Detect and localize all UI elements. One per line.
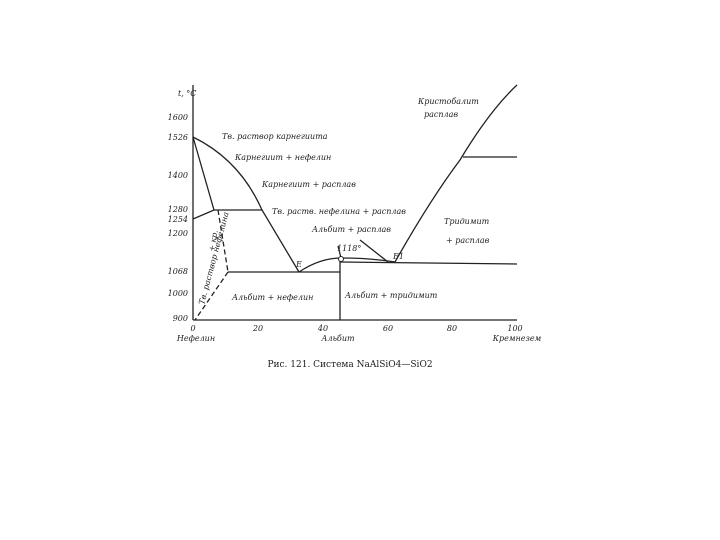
x-label: Альбит [320, 334, 355, 343]
solidus [192, 136, 215, 211]
region: + кр. [207, 229, 220, 252]
point [338, 256, 344, 262]
x-tick: 100 [507, 324, 522, 333]
y-tick: 1526 [168, 133, 188, 142]
x-tick: 0 [190, 324, 195, 333]
region-labels: Тв. раствор карнегиита Карнегиит + нефел… [197, 97, 489, 306]
region: Альбит + расплав [311, 225, 391, 234]
region: Альбит + тридимит [344, 291, 438, 300]
region: 1118° [337, 244, 361, 253]
region: E [295, 260, 302, 269]
region: Тв. раствор карнегиита [222, 132, 328, 141]
region: расплав [424, 110, 458, 119]
region: + расплав [446, 236, 490, 245]
lines [192, 84, 518, 321]
silica-liquidus [394, 84, 518, 263]
y-tick: 1280 [168, 205, 188, 214]
y-tick: 900 [173, 314, 188, 323]
y-tick: 1068 [168, 267, 188, 276]
region: Кристобалит [417, 97, 479, 106]
x-tick: 60 [383, 324, 393, 333]
y-tick: 1200 [168, 229, 188, 238]
liquidus [192, 136, 300, 273]
x-label: Кремнезем [492, 334, 542, 343]
albite-liquidus [298, 257, 396, 273]
region: Альбит + нефелин [231, 293, 313, 302]
y-tick: 1400 [168, 171, 188, 180]
caption: Рис. 121. Система NaAlSiO4—SiO2 [267, 360, 432, 370]
region: Карнегиит + нефелин [234, 153, 331, 162]
y-tick: 1000 [168, 289, 188, 298]
region: E1 [392, 252, 404, 261]
x-label: Нефелин [176, 334, 215, 343]
dashed [194, 209, 229, 321]
x-tick: 20 [252, 324, 263, 333]
axis-labels: t, °C 1600 1526 1400 1280 1254 1200 1068… [168, 89, 542, 343]
region: Тридимит [444, 217, 490, 226]
y-tick: 1254 [168, 215, 188, 224]
x-tick: 40 [317, 324, 328, 333]
x-tick: 80 [447, 324, 457, 333]
region: Карнегиит + расплав [261, 180, 356, 189]
isotherm [192, 209, 262, 220]
leader [337, 239, 389, 263]
eutectic2 [339, 261, 518, 265]
y-tick: 1600 [168, 113, 188, 122]
y-unit: t, °C [178, 89, 196, 98]
region: Тв. раств. нефелина + расплав [272, 207, 406, 216]
